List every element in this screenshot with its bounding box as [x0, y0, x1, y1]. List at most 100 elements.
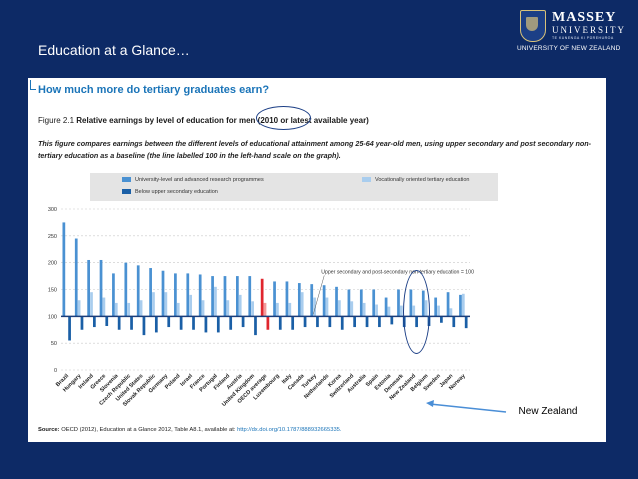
- bar-university: [347, 289, 351, 317]
- bar-below: [130, 316, 133, 330]
- bar-below: [192, 316, 195, 330]
- bar-university: [223, 276, 227, 317]
- legend-label-below: Below upper secondary education: [135, 189, 218, 195]
- bar-below: [68, 316, 71, 341]
- bar-below: [167, 316, 171, 328]
- earnings-bar-chart: 050100150200250300BrazilHungaryIrelandGr…: [48, 207, 474, 408]
- bar-university: [112, 273, 115, 317]
- bar-university: [359, 289, 363, 317]
- bar-university: [459, 294, 462, 317]
- bar-vocational: [313, 297, 316, 317]
- figure-source: Source: OECD (2012), Education at a Glan…: [38, 427, 342, 433]
- figure-caption: Figure 2.1 Relative earnings by level of…: [38, 116, 369, 125]
- highlight-circle-for-men: [256, 106, 311, 130]
- bar-below: [229, 316, 233, 330]
- legend-label-vocational: Vocationally oriented tertiary education: [375, 177, 470, 183]
- legend-university: University-level and advanced research p…: [122, 177, 264, 183]
- bar-university: [99, 259, 103, 317]
- y-tick-label: 50: [51, 341, 57, 347]
- bar-university: [136, 265, 140, 317]
- bar-vocational: [114, 302, 118, 317]
- bar-vocational: [214, 286, 217, 317]
- bar-vocational: [127, 302, 131, 317]
- bar-vocational: [102, 297, 106, 317]
- legend-below: Below upper secondary education: [122, 189, 218, 195]
- bar-below: [204, 316, 208, 333]
- bar-university: [236, 276, 239, 317]
- massey-logo: MASSEY UNIVERSITY TE KUNENGA KI PŪREHURO…: [514, 8, 632, 54]
- new-zealand-callout: New Zealand: [508, 402, 588, 422]
- y-tick-label: 0: [54, 368, 57, 374]
- bar-vocational: [375, 304, 378, 317]
- y-tick-label: 200: [48, 261, 57, 267]
- bar-university: [335, 286, 338, 317]
- chart-legend: University-level and advanced research p…: [90, 173, 498, 201]
- bar-below: [93, 316, 96, 328]
- bar-vocational: [164, 292, 168, 317]
- figure-panel: How much more do tertiary graduates earn…: [28, 78, 606, 442]
- bar-university: [149, 268, 152, 317]
- bar-university: [384, 297, 388, 317]
- legend-swatch-below: [122, 189, 131, 195]
- bar-university: [372, 289, 376, 317]
- source-label: Source:: [38, 427, 60, 433]
- bar-vocational: [325, 297, 329, 317]
- bar-below: [316, 316, 319, 328]
- y-tick-label: 300: [48, 207, 57, 213]
- bar-vocational: [461, 293, 465, 317]
- bar-vocational: [238, 294, 242, 317]
- bar-below: [142, 316, 146, 336]
- bar-vocational: [387, 306, 391, 317]
- logo-subtitle: UNIVERSITY OF NEW ZEALAND: [517, 45, 621, 52]
- bar-university: [87, 259, 91, 317]
- bar-vocational: [263, 302, 267, 317]
- bar-vocational: [399, 305, 403, 317]
- bar-university: [248, 276, 252, 317]
- bar-university: [397, 289, 400, 317]
- bar-university: [198, 274, 202, 317]
- bar-below: [179, 316, 183, 330]
- bar-vocational: [152, 292, 155, 317]
- bar-university: [322, 285, 326, 317]
- bar-below: [452, 316, 456, 328]
- bar-university: [446, 292, 450, 317]
- bar-university: [124, 262, 128, 317]
- bar-vocational: [350, 301, 354, 317]
- bar-below: [340, 316, 344, 330]
- figure-caption-rest: (2010 or latest available year): [257, 116, 369, 125]
- bar-university: [186, 273, 190, 317]
- slide-title: Education at a Glance…: [38, 42, 190, 58]
- y-tick-label: 250: [48, 234, 57, 240]
- figure-description: This figure compares earnings between th…: [38, 139, 592, 160]
- bar-below: [353, 316, 357, 328]
- baseline-annotation: Upper secondary and post-secondary non-t…: [321, 269, 474, 275]
- bar-below: [216, 316, 220, 333]
- bar-university: [260, 278, 264, 317]
- bar-below: [105, 316, 109, 326]
- bar-university: [297, 283, 301, 317]
- bar-below: [390, 316, 394, 325]
- bar-university: [211, 276, 214, 317]
- bar-vocational: [90, 292, 93, 317]
- bar-vocational: [251, 301, 254, 317]
- figure-caption-bold: Relative earnings by level of education …: [76, 116, 256, 125]
- bar-vocational: [338, 300, 341, 317]
- source-link[interactable]: http://dx.doi.org/10.1787/888932665335.: [237, 427, 342, 433]
- logo-name: MASSEY: [552, 10, 617, 25]
- bar-university: [285, 281, 289, 317]
- bar-vocational: [77, 300, 81, 317]
- bar-vocational: [276, 302, 279, 317]
- logo-tagline: TE KUNENGA KI PŪREHUROA: [552, 36, 614, 40]
- legend-swatch-university: [122, 177, 131, 183]
- bar-below: [278, 316, 282, 330]
- crest-icon: [520, 10, 546, 42]
- bar-below: [154, 316, 158, 333]
- y-tick-label: 150: [48, 288, 57, 294]
- figure-number: Figure 2.1: [38, 116, 75, 125]
- logo-name-university: UNIVERSITY: [552, 25, 626, 35]
- legend-swatch-vocational: [362, 177, 371, 183]
- bar-vocational: [288, 302, 292, 317]
- bar-vocational: [176, 302, 180, 317]
- bar-vocational: [226, 300, 230, 317]
- bar-below: [254, 316, 257, 336]
